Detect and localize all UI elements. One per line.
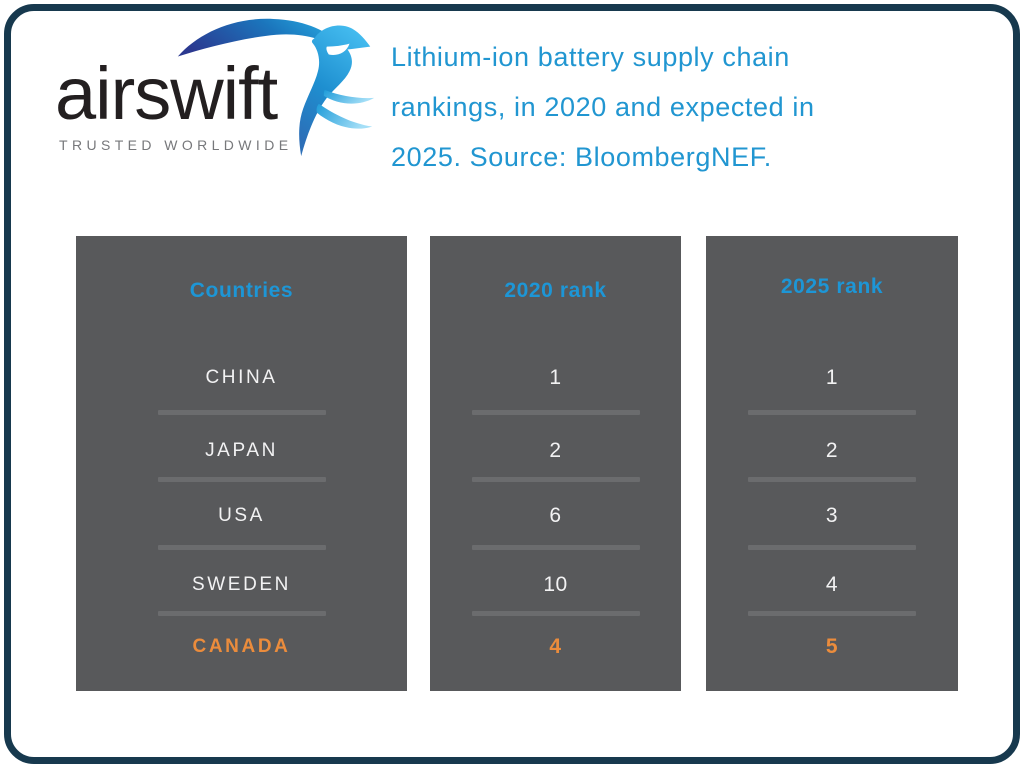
rank-2025-column: 2025 rank 1 2 3 4 5 [706, 236, 958, 691]
row-separator [748, 410, 916, 415]
rank-2020-column: 2020 rank 1 2 6 10 4 [430, 236, 681, 691]
column-header-2020-rank: 2020 rank [504, 279, 607, 302]
row-separator [471, 611, 640, 616]
countries-column: Countries CHINA JAPAN USA SWEDEN CANADA [76, 236, 407, 691]
headline-line-1: Lithium-ion battery supply chain [391, 42, 790, 72]
airswift-wordmark: airswift [55, 52, 278, 135]
row-separator [471, 410, 640, 415]
rank-2025-cell-china: 1 [825, 366, 839, 389]
country-cell-china: CHINA [205, 367, 278, 388]
rank-2025-cell-canada-highlighted: 5 [825, 635, 839, 658]
country-cell-canada-highlighted: CANADA [192, 636, 291, 657]
rank-2020-cell-canada-highlighted: 4 [549, 635, 562, 658]
row-separator [157, 477, 326, 482]
rank-2025-cell-japan: 2 [825, 439, 839, 462]
country-cell-usa: USA [218, 505, 265, 526]
row-separator [157, 410, 326, 415]
brand-tagline: TRUSTED WORLDWIDE [59, 137, 293, 153]
country-cell-sweden: SWEDEN [192, 574, 291, 595]
row-separator [157, 611, 326, 616]
row-separator [748, 477, 916, 482]
rank-2020-cell-usa: 6 [549, 504, 562, 527]
airswift-logo: airswift TRUSTED WORLDWIDE [55, 52, 293, 154]
rank-2025-cell-usa: 3 [825, 504, 839, 527]
rank-2025-cell-sweden: 4 [825, 573, 839, 596]
rank-2020-cell-sweden: 10 [543, 573, 568, 596]
column-header-countries: Countries [189, 279, 294, 302]
headline-line-3: 2025. Source: BloombergNEF. [391, 142, 772, 172]
row-separator [157, 545, 326, 550]
rank-2020-cell-japan: 2 [549, 439, 562, 462]
row-separator [748, 545, 916, 550]
headline: Lithium-ion battery supply chain ranking… [391, 32, 981, 182]
rank-2020-cell-china: 1 [549, 366, 562, 389]
row-separator [471, 545, 640, 550]
country-cell-japan: JAPAN [205, 440, 278, 461]
swift-bird-icon [177, 18, 375, 157]
headline-line-2: rankings, in 2020 and expected in [391, 92, 815, 122]
row-separator [471, 477, 640, 482]
row-separator [748, 611, 916, 616]
column-header-2025-rank: 2025 rank [780, 275, 884, 298]
